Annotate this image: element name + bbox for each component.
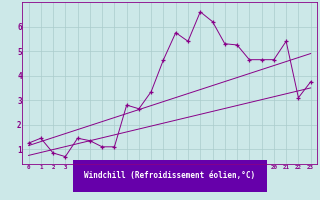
X-axis label: Windchill (Refroidissement éolien,°C): Windchill (Refroidissement éolien,°C): [84, 171, 255, 180]
